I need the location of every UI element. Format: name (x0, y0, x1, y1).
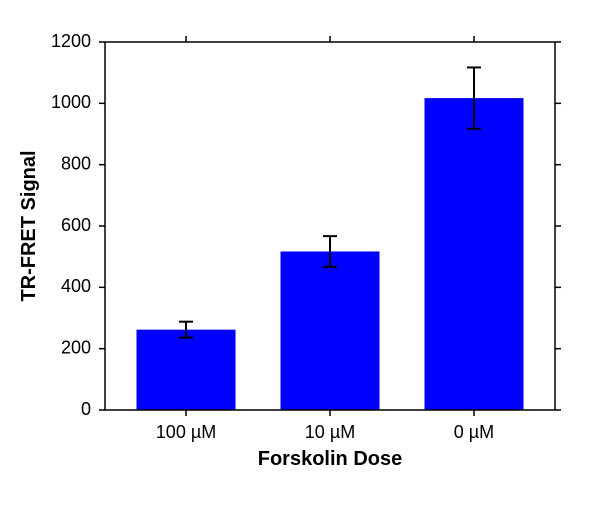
y-tick-label: 1200 (51, 31, 91, 51)
y-tick-label: 400 (61, 276, 91, 296)
y-tick-label: 600 (61, 215, 91, 235)
y-axis-title: TR-FRET Signal (18, 150, 40, 301)
x-tick-label: 100 µM (156, 422, 216, 442)
y-tick-label: 800 (61, 153, 91, 173)
x-axis-title: Forskolin Dose (258, 448, 402, 470)
bar (281, 251, 380, 410)
bar-chart: 0 200 400 600 800 1000 1200 100 µM 10 µM 0 µM Fors… (0, 0, 610, 511)
bar (137, 330, 236, 410)
y-tick-label: 0 (81, 399, 91, 419)
y-tick-label: 200 (61, 337, 91, 357)
x-tick-label: 10 µM (305, 422, 355, 442)
bar (425, 98, 524, 410)
y-tick-label: 1000 (51, 92, 91, 112)
x-tick-label: 0 µM (454, 422, 494, 442)
